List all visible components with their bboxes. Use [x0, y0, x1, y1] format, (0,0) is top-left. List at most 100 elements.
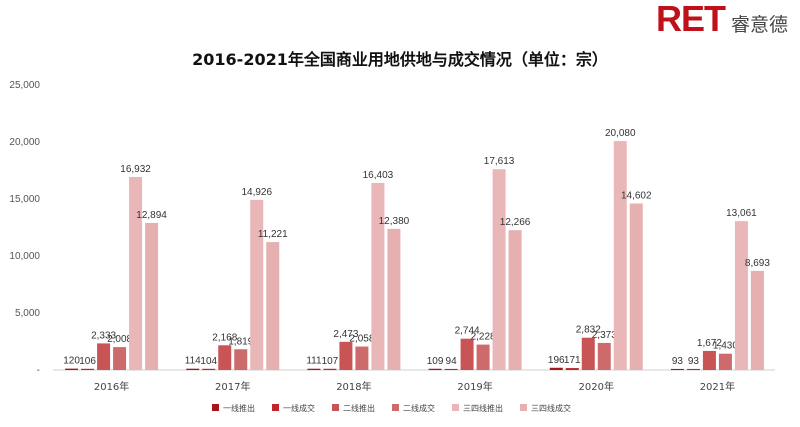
bar — [387, 228, 401, 370]
legend-label: 一线推出 — [223, 403, 255, 413]
y-tick-label: 25,000 — [9, 80, 40, 91]
data-label: 1,672 — [697, 338, 722, 349]
bar — [202, 368, 216, 370]
bar — [355, 346, 369, 370]
legend-swatch — [212, 404, 219, 411]
y-tick-label: 5,000 — [15, 308, 40, 319]
bar — [613, 141, 627, 370]
data-label: 2,373 — [592, 330, 617, 341]
bar — [476, 344, 490, 370]
data-label: 104 — [200, 356, 217, 367]
data-label: 1,819 — [228, 336, 253, 347]
data-label: 16,932 — [120, 164, 151, 175]
data-label: 93 — [672, 356, 684, 367]
bar — [492, 169, 506, 370]
data-label: 196 — [548, 355, 565, 366]
bar — [734, 221, 748, 370]
brand-name: 睿意德 — [730, 13, 788, 36]
data-label: 120 — [63, 356, 80, 367]
data-label: 2,008 — [107, 334, 132, 345]
data-label: 12,380 — [379, 216, 410, 227]
legend-label: 二线推出 — [343, 403, 375, 413]
bar — [460, 338, 474, 370]
category-label: 2020年 — [579, 380, 614, 393]
bar — [549, 367, 563, 370]
data-label: 14,926 — [241, 187, 272, 198]
y-tick-label: 15,000 — [9, 194, 40, 205]
bar — [266, 242, 280, 370]
data-label: 13,061 — [726, 208, 757, 219]
chart-title: 2016-2021年全国商业用地供地与成交情况（单位：宗） — [192, 50, 608, 69]
brand-logo: RET 睿意德 — [656, 0, 788, 38]
data-label: 12,266 — [500, 217, 531, 228]
bar — [670, 368, 684, 370]
data-label: 106 — [79, 356, 96, 367]
data-label: 14,602 — [621, 191, 652, 202]
bar — [371, 183, 385, 370]
legend-label: 三四线推出 — [463, 403, 503, 413]
bar — [129, 176, 143, 370]
bar — [339, 341, 353, 370]
data-label: 1,430 — [713, 341, 738, 352]
legend-swatch — [392, 404, 399, 411]
category-label: 2016年 — [94, 380, 129, 393]
bar — [250, 199, 264, 370]
legend-swatch — [520, 404, 527, 411]
bar — [145, 223, 159, 370]
data-label: 111 — [306, 356, 322, 367]
bar — [686, 368, 700, 370]
bar — [508, 230, 522, 370]
bar — [97, 343, 111, 370]
bar — [581, 337, 595, 370]
category-label: 2017年 — [215, 380, 250, 393]
category-label: 2018年 — [336, 380, 371, 393]
data-label: 94 — [446, 356, 458, 367]
data-label: 2,744 — [455, 326, 480, 337]
data-label: 20,080 — [605, 128, 636, 139]
data-label: 2,228 — [471, 332, 496, 343]
data-label: 8,693 — [745, 258, 770, 269]
bar — [81, 368, 95, 370]
data-label: 107 — [322, 356, 339, 367]
data-label: 2,832 — [576, 325, 601, 336]
bar — [444, 368, 458, 370]
brand-mark: RET — [655, 0, 726, 39]
bar — [702, 350, 716, 370]
bar — [718, 353, 732, 370]
data-label: 16,403 — [363, 170, 394, 181]
category-label: 2019年 — [457, 380, 492, 393]
data-label: 2,168 — [212, 332, 237, 343]
bar — [323, 368, 337, 370]
data-label: 93 — [688, 356, 700, 367]
legend-swatch — [452, 404, 459, 411]
category-label: 2021年 — [700, 380, 735, 393]
bar — [565, 368, 579, 370]
y-tick-label: 10,000 — [9, 251, 40, 262]
data-label: 11,221 — [258, 229, 288, 240]
legend-swatch — [332, 404, 339, 411]
bar — [65, 368, 79, 370]
legend-swatch — [272, 404, 279, 411]
data-label: 12,894 — [136, 210, 167, 221]
bar — [428, 368, 442, 370]
data-label: 109 — [427, 356, 444, 367]
data-label: 2,058 — [349, 334, 374, 345]
bar — [597, 342, 611, 370]
legend-label: 二线成交 — [403, 403, 435, 413]
legend-label: 三四线成交 — [531, 403, 571, 413]
y-tick-label: 20,000 — [9, 137, 40, 148]
bar — [113, 347, 127, 370]
y-tick-label: - — [37, 365, 40, 376]
bar — [234, 349, 248, 370]
data-label: 17,613 — [484, 156, 515, 167]
data-label: 2,473 — [333, 329, 358, 340]
data-label: 114 — [185, 356, 201, 367]
bar — [218, 345, 232, 370]
bar — [750, 270, 764, 370]
data-label: 2,333 — [91, 330, 116, 341]
bar — [186, 368, 200, 370]
bar — [629, 203, 643, 370]
legend-label: 一线成交 — [283, 403, 315, 413]
data-label: 171 — [564, 355, 581, 366]
